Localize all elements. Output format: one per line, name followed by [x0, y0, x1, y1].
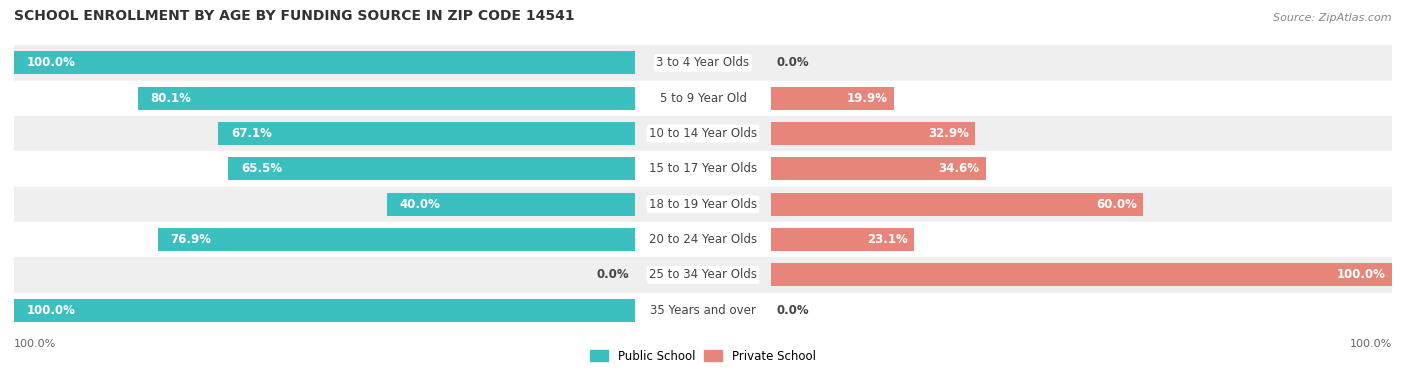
- Bar: [636, 45, 770, 81]
- Text: 100.0%: 100.0%: [1337, 268, 1386, 282]
- Bar: [157, 228, 636, 251]
- Bar: [770, 81, 1392, 116]
- Text: Source: ZipAtlas.com: Source: ZipAtlas.com: [1274, 12, 1392, 23]
- Text: 18 to 19 Year Olds: 18 to 19 Year Olds: [650, 198, 756, 211]
- Text: 35 Years and over: 35 Years and over: [650, 304, 756, 317]
- Bar: [14, 81, 636, 116]
- Bar: [14, 187, 636, 222]
- Bar: [14, 299, 636, 322]
- Legend: Public School, Private School: Public School, Private School: [586, 345, 820, 367]
- Bar: [770, 293, 1392, 328]
- Bar: [218, 122, 636, 145]
- Bar: [636, 187, 770, 222]
- Bar: [636, 257, 770, 293]
- Text: 40.0%: 40.0%: [399, 198, 440, 211]
- Bar: [14, 45, 636, 81]
- Text: 10 to 14 Year Olds: 10 to 14 Year Olds: [650, 127, 756, 140]
- Bar: [770, 187, 1392, 222]
- Bar: [770, 151, 1392, 187]
- Bar: [770, 45, 1392, 81]
- Text: 100.0%: 100.0%: [27, 57, 76, 69]
- Bar: [770, 222, 1392, 257]
- Bar: [770, 158, 986, 181]
- Text: 20 to 24 Year Olds: 20 to 24 Year Olds: [650, 233, 756, 246]
- Bar: [636, 81, 770, 116]
- Bar: [14, 293, 636, 328]
- Text: 65.5%: 65.5%: [240, 162, 283, 175]
- Bar: [14, 257, 636, 293]
- Text: 25 to 34 Year Olds: 25 to 34 Year Olds: [650, 268, 756, 282]
- Text: 60.0%: 60.0%: [1097, 198, 1137, 211]
- Bar: [138, 87, 636, 110]
- Bar: [636, 293, 770, 328]
- Text: 100.0%: 100.0%: [1350, 339, 1392, 349]
- Bar: [387, 193, 636, 216]
- Text: 0.0%: 0.0%: [776, 304, 810, 317]
- Text: 100.0%: 100.0%: [27, 304, 76, 317]
- Text: 34.6%: 34.6%: [938, 162, 980, 175]
- Text: 5 to 9 Year Old: 5 to 9 Year Old: [659, 92, 747, 105]
- Bar: [636, 151, 770, 187]
- Text: 3 to 4 Year Olds: 3 to 4 Year Olds: [657, 57, 749, 69]
- Text: 0.0%: 0.0%: [776, 57, 810, 69]
- Bar: [14, 51, 636, 74]
- Text: 32.9%: 32.9%: [928, 127, 969, 140]
- Bar: [770, 87, 894, 110]
- Text: 67.1%: 67.1%: [231, 127, 271, 140]
- Bar: [14, 151, 636, 187]
- Text: 76.9%: 76.9%: [170, 233, 211, 246]
- Bar: [636, 116, 770, 151]
- Bar: [770, 257, 1392, 293]
- Bar: [770, 116, 1392, 151]
- Text: 100.0%: 100.0%: [14, 339, 56, 349]
- Bar: [770, 264, 1392, 287]
- Bar: [770, 122, 974, 145]
- Bar: [228, 158, 636, 181]
- Bar: [770, 193, 1143, 216]
- Bar: [636, 222, 770, 257]
- Text: 15 to 17 Year Olds: 15 to 17 Year Olds: [650, 162, 756, 175]
- Text: SCHOOL ENROLLMENT BY AGE BY FUNDING SOURCE IN ZIP CODE 14541: SCHOOL ENROLLMENT BY AGE BY FUNDING SOUR…: [14, 9, 575, 23]
- Bar: [14, 116, 636, 151]
- Bar: [770, 228, 914, 251]
- Text: 0.0%: 0.0%: [596, 268, 630, 282]
- Text: 19.9%: 19.9%: [846, 92, 889, 105]
- Text: 23.1%: 23.1%: [868, 233, 908, 246]
- Bar: [14, 222, 636, 257]
- Text: 80.1%: 80.1%: [150, 92, 191, 105]
